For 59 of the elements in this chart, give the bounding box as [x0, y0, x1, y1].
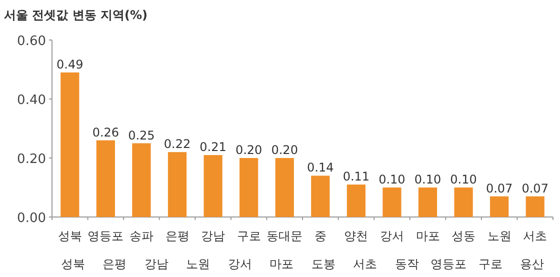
y-tick-label: 0.40	[17, 93, 46, 108]
bar	[346, 184, 366, 217]
x-tick-label: 송파	[129, 229, 154, 243]
data-label: 0.20	[271, 143, 298, 157]
text: 구로	[478, 257, 502, 271]
data-label: 0.10	[450, 172, 477, 186]
x-tick-label: 동대문	[266, 229, 303, 243]
bar	[418, 188, 438, 217]
text: 노원	[186, 257, 210, 271]
x-tick-label: 영등포	[88, 229, 124, 243]
bar	[132, 143, 151, 217]
data-label: 0.14	[307, 160, 334, 175]
bar	[311, 176, 330, 217]
bar	[204, 155, 222, 217]
text: 동작	[394, 257, 419, 271]
bar	[275, 158, 294, 217]
data-label: 0.22	[164, 137, 191, 152]
y-tick-label: 0.00	[17, 211, 46, 226]
text: 은평	[102, 257, 127, 271]
x-tick-label: 노원	[487, 229, 512, 243]
data-label: 0.21	[200, 140, 226, 154]
x-tick-label: 양천	[344, 229, 368, 243]
y-tick-label: 0.60	[17, 34, 46, 49]
bar	[240, 158, 258, 217]
x-tick-label: 성북	[58, 229, 82, 243]
y-tick-label: 0.20	[17, 152, 46, 167]
data-label: 0.49	[56, 57, 84, 72]
text: 도봉	[311, 257, 336, 271]
text: 강남	[144, 257, 168, 271]
x-tick-label: 강서	[380, 229, 404, 243]
text: 성북	[60, 257, 85, 271]
chart-title: 서울 전셋값 변동 지역(%)	[4, 8, 148, 22]
text: 서초	[353, 257, 378, 271]
bar	[60, 72, 80, 217]
data-label: 0.10	[414, 172, 442, 186]
x-tick-label: 강남	[201, 229, 226, 243]
data-label: 0.26	[92, 125, 120, 140]
bar	[526, 196, 544, 217]
text: 용산	[520, 257, 544, 271]
data-label: 0.07	[522, 181, 548, 196]
bar	[168, 152, 187, 217]
text: 마포	[270, 257, 294, 271]
data-label: 0.20	[235, 143, 262, 157]
text: 영등포	[430, 257, 467, 271]
bar	[454, 188, 473, 217]
data-label: 0.10	[378, 172, 406, 186]
x-tick-label: 마포	[416, 229, 440, 243]
x-tick-label: 구로	[236, 229, 261, 243]
x-tick-label: 성동	[452, 229, 476, 243]
bar	[96, 140, 115, 217]
x-tick-label: 중	[314, 229, 326, 243]
text: 강서	[228, 257, 252, 271]
bar	[490, 196, 509, 217]
data-label: 0.07	[486, 181, 513, 196]
bar	[382, 188, 402, 217]
data-label: 0.11	[342, 170, 370, 184]
x-tick-label: 은평	[165, 229, 190, 243]
data-label: 0.25	[128, 128, 155, 142]
x-tick-label: 서초	[523, 229, 548, 243]
